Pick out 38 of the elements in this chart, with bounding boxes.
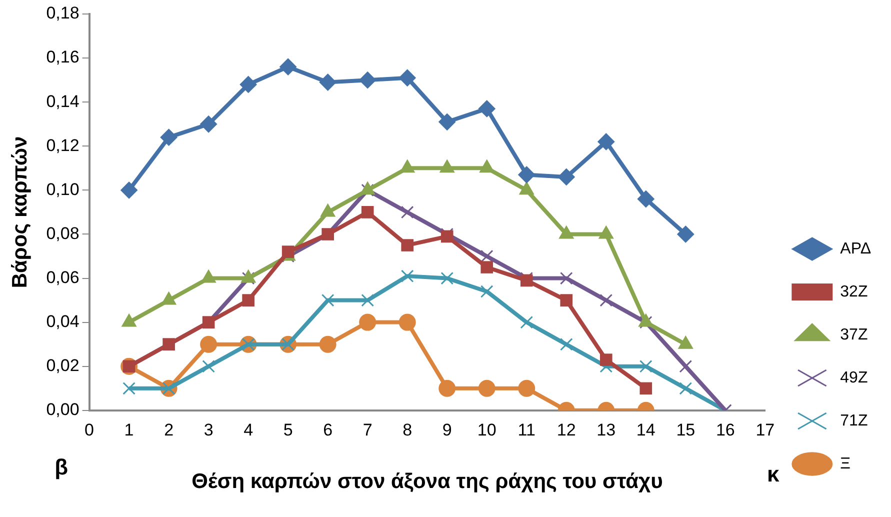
x-axis-title: Θέση καρπών στον άξονα της ράχης του στάχυ <box>192 470 663 494</box>
y-tick-label: 0,18 <box>46 4 80 23</box>
legend-label: ΑΡΔ <box>840 240 872 258</box>
y-axis-title: Βάρος καρπών <box>8 136 32 288</box>
text: κ <box>767 461 780 486</box>
x-tick-label: 8 <box>402 420 412 440</box>
y-tick-label: 0,16 <box>46 48 80 67</box>
x-tick-label: 10 <box>477 420 496 440</box>
x-tick-label: 16 <box>716 420 735 440</box>
y-tick-label: 0,06 <box>46 268 80 287</box>
y-tick-label: 0,00 <box>46 400 80 420</box>
text: β <box>54 454 68 480</box>
y-tick-label: 0,10 <box>46 180 80 199</box>
x-tick-label: 1 <box>124 420 134 440</box>
x-tick-label: 13 <box>596 420 616 440</box>
legend-label: 32Z <box>840 283 868 300</box>
x-tick-label: 6 <box>323 420 333 440</box>
y-tick-label: 0,14 <box>46 92 80 111</box>
x-tick-label: 15 <box>676 420 696 440</box>
x-tick-label: 0 <box>84 420 94 440</box>
legend-label: 37Z <box>840 326 868 344</box>
y-tick-label: 0,12 <box>46 136 80 155</box>
x-tick-label: 5 <box>283 420 293 440</box>
legend-label: 49Z <box>840 369 868 386</box>
y-tick-label: 0,04 <box>46 312 80 331</box>
x-tick-label: 3 <box>204 420 214 440</box>
x-tick-label: 11 <box>518 420 536 440</box>
x-tick-label: 9 <box>442 420 452 440</box>
legend-label: 71Z <box>840 412 868 430</box>
legend-label: Ξ <box>840 455 851 472</box>
x-tick-label: 17 <box>756 420 775 440</box>
x-tick-label: 12 <box>556 420 576 440</box>
x-tick-label: 2 <box>164 420 174 440</box>
x-tick-label: 14 <box>636 420 656 440</box>
x-tick-label: 7 <box>362 420 372 440</box>
y-tick-label: 0,08 <box>46 224 80 243</box>
y-tick-label: 0,02 <box>46 356 80 376</box>
x-tick-label: 4 <box>244 420 254 440</box>
